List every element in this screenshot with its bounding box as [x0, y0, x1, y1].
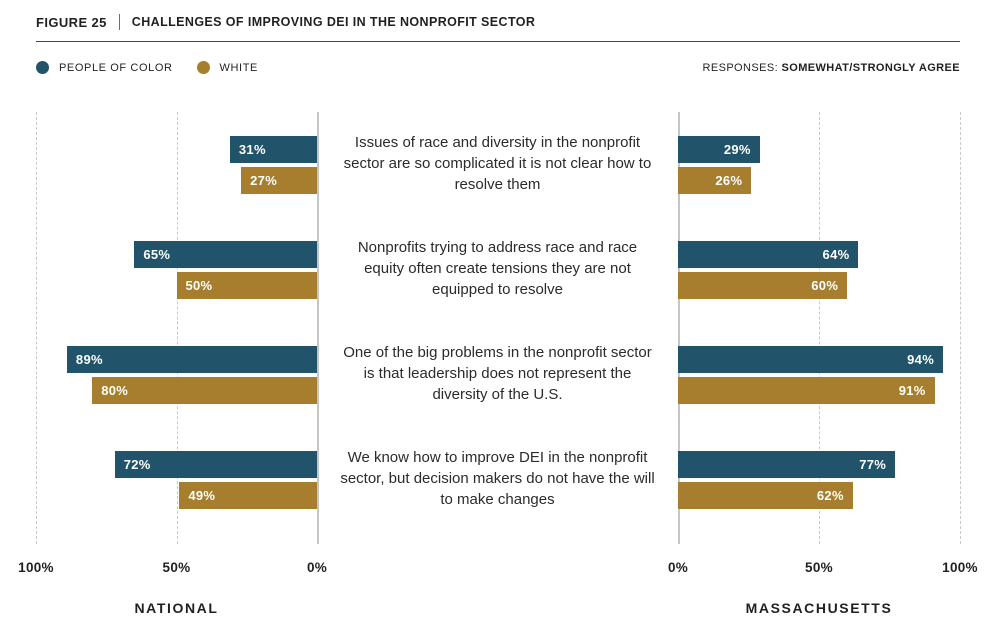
massachusetts-row-1: 29% 26%: [678, 112, 960, 217]
title-separator: [118, 14, 120, 30]
massachusetts-bar-white: 62%: [678, 481, 853, 509]
national-bar-white: 80%: [92, 376, 317, 404]
national-row-4: 72% 49%: [36, 427, 317, 532]
national-axis: 100% 50% 0%: [18, 560, 327, 577]
massachusetts-bar-white: 60%: [678, 271, 848, 299]
header-rule: [36, 41, 960, 42]
national-caption: NATIONAL: [134, 600, 219, 616]
massachusetts-bar-people_of_color: 94%: [678, 345, 944, 373]
question-labels: Issues of race and diversity in the nonp…: [317, 112, 678, 552]
national-gridline-50: [176, 112, 178, 544]
axis-tick: 100%: [942, 560, 978, 575]
figure-label: FIGURE 25: [36, 14, 107, 30]
question-row-4: We know how to improve DEI in the nonpro…: [317, 427, 678, 532]
national-bar-people_of_color: 65%: [134, 240, 317, 268]
axis-row: 100% 50% 0% 0% 50% 100%: [18, 560, 978, 577]
national-panel: 31% 27% 65% 50% 89% 80% 72% 49%: [36, 112, 319, 552]
axis-tick: 50%: [162, 560, 191, 575]
national-bars: 31% 27% 65% 50% 89% 80% 72% 49%: [36, 112, 317, 532]
captions-center-spacer: [317, 600, 678, 616]
question-text: We know how to improve DEI in the nonpro…: [340, 449, 655, 508]
figure-header: FIGURE 25 CHALLENGES OF IMPROVING DEI IN…: [36, 0, 960, 30]
massachusetts-row-4: 77% 62%: [678, 427, 960, 532]
people-of-color-swatch: [36, 61, 49, 74]
massachusetts-gridline-50: [819, 112, 820, 544]
national-bar-people_of_color: 89%: [66, 345, 317, 373]
axis-tick: 50%: [805, 560, 833, 575]
legend-row: PEOPLE OF COLOR WHITE RESPONSES: SOMEWHA…: [36, 61, 960, 74]
question-row-3: One of the big problems in the nonprofit…: [317, 322, 678, 427]
national-row-1: 31% 27%: [36, 112, 317, 217]
national-row-3: 89% 80%: [36, 322, 317, 427]
question-row-2: Nonprofits trying to address race and ra…: [317, 217, 678, 322]
massachusetts-bars: 29% 26% 64% 60% 94% 91% 77% 62%: [678, 112, 960, 532]
massachusetts-bar-people_of_color: 77%: [678, 450, 896, 478]
national-row-2: 65% 50%: [36, 217, 317, 322]
question-text: Nonprofits trying to address race and ra…: [357, 239, 638, 298]
national-bar-white: 27%: [241, 166, 317, 194]
national-bar-people_of_color: 31%: [229, 135, 317, 163]
responses-prefix: RESPONSES:: [702, 61, 779, 74]
chart-area: 31% 27% 65% 50% 89% 80% 72% 49% Issues of race …: [36, 112, 961, 552]
massachusetts-caption: MASSACHUSETTS: [745, 600, 893, 616]
question-text: Issues of race and diversity in the nonp…: [343, 134, 652, 193]
figure-title: CHALLENGES OF IMPROVING DEI IN THE NONPR…: [131, 15, 536, 29]
legend-item-white: WHITE: [196, 61, 258, 74]
massachusetts-panel: 29% 26% 64% 60% 94% 91% 77% 62%: [678, 112, 961, 552]
question-text: One of the big problems in the nonprofit…: [343, 344, 652, 403]
massachusetts-row-2: 64% 60%: [678, 217, 960, 322]
legend-item-people-of-color: PEOPLE OF COLOR: [36, 61, 173, 74]
massachusetts-bar-people_of_color: 64%: [678, 240, 859, 268]
massachusetts-bar-white: 91%: [678, 376, 935, 404]
massachusetts-bar-white: 26%: [678, 166, 752, 194]
white-swatch: [196, 61, 210, 74]
legend-label: PEOPLE OF COLOR: [59, 61, 173, 74]
national-bar-people_of_color: 72%: [114, 450, 317, 478]
national-axis-line: [317, 112, 319, 544]
national-gridline-100: [36, 112, 37, 544]
massachusetts-row-3: 94% 91%: [678, 322, 960, 427]
captions-row: NATIONAL MASSACHUSETTS: [36, 600, 960, 616]
responses-value: SOMEWHAT/STRONGLY AGREE: [781, 61, 960, 74]
massachusetts-axis: 0% 50% 100%: [668, 560, 978, 577]
legend-label: WHITE: [219, 61, 258, 74]
legend: PEOPLE OF COLOR WHITE: [36, 61, 258, 74]
massachusetts-bar-people_of_color: 29%: [678, 135, 760, 163]
question-row-1: Issues of race and diversity in the nonp…: [317, 112, 678, 217]
massachusetts-axis-line: [678, 112, 680, 544]
axis-tick: 0%: [306, 560, 328, 575]
massachusetts-gridline-100: [960, 112, 961, 544]
axis-center-spacer: [317, 560, 678, 577]
national-bar-white: 50%: [176, 271, 317, 299]
national-bar-white: 49%: [179, 481, 317, 509]
axis-tick: 0%: [667, 560, 689, 575]
axis-tick: 100%: [18, 560, 54, 575]
responses-note: RESPONSES: SOMEWHAT/STRONGLY AGREE: [703, 62, 961, 74]
